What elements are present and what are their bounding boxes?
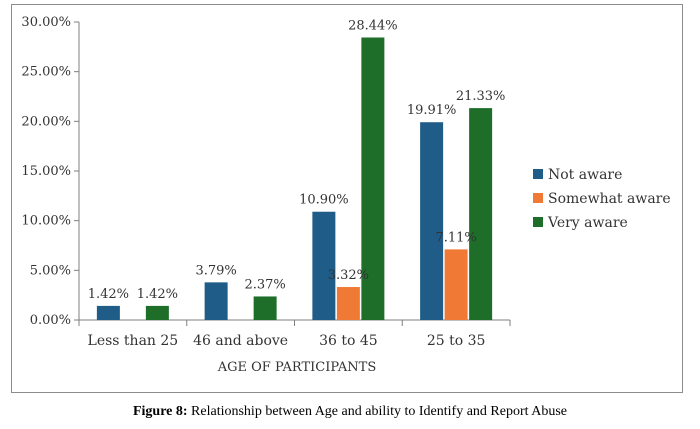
figure-caption: Figure 8: Relationship between Age and a… <box>0 404 700 420</box>
bar <box>312 211 336 320</box>
caption-label: Figure 8: <box>132 404 188 419</box>
data-label: 3.32% <box>328 268 369 283</box>
bar <box>420 122 444 321</box>
x-axis-title: AGE OF PARTICIPANTS <box>217 360 377 375</box>
bar <box>253 296 277 320</box>
data-label: 3.79% <box>195 263 236 278</box>
data-label: 1.42% <box>88 287 129 302</box>
x-category-label: 25 to 35 <box>427 333 486 349</box>
data-label: 1.42% <box>137 287 178 302</box>
legend-label: Not aware <box>548 167 622 183</box>
caption-text: Relationship between Age and ability to … <box>187 404 568 419</box>
data-label: 28.44% <box>348 18 398 33</box>
bar <box>96 305 120 320</box>
legend-label: Somewhat aware <box>548 191 671 207</box>
legend-swatch <box>533 169 543 179</box>
y-tick-label: 20.00% <box>21 114 71 129</box>
chart-frame: 0.00% 5.00% 10.00% 15.00% 20.00% 25.00% 30.00%… <box>11 4 683 393</box>
bars <box>96 37 493 321</box>
bar-chart: 0.00% 5.00% 10.00% 15.00% 20.00% 25.00% 30.00%… <box>21 15 671 375</box>
y-tick-label: 0.00% <box>30 313 71 328</box>
bar <box>469 108 493 320</box>
y-tick-label: 25.00% <box>21 65 71 80</box>
y-tick-label: 5.00% <box>30 263 71 278</box>
bar <box>444 249 468 320</box>
data-labels: 1.42% 3.79% 10.90% 19.91% 3.32% 7.11% 1.42% 2.3… <box>88 18 506 301</box>
y-tick-label: 10.00% <box>21 214 71 229</box>
y-tick-label: 15.00% <box>21 164 71 179</box>
data-label: 10.90% <box>299 193 349 208</box>
legend-swatch <box>533 193 543 203</box>
data-label: 21.33% <box>456 89 506 104</box>
y-tick-label: 30.00% <box>21 15 71 30</box>
data-label: 2.37% <box>244 277 285 292</box>
bar <box>336 287 360 320</box>
data-label: 19.91% <box>407 103 457 118</box>
x-category-label: 46 and above <box>193 333 288 349</box>
axes: 0.00% 5.00% 10.00% 15.00% 20.00% 25.00% 30.00%… <box>21 15 511 349</box>
legend-swatch <box>533 217 543 227</box>
x-category-label: Less than 25 <box>88 333 179 349</box>
bar <box>204 282 228 320</box>
legend-label: Very aware <box>547 215 628 231</box>
data-label: 7.11% <box>435 230 476 245</box>
bar <box>145 305 169 320</box>
legend: Not aware Somewhat aware Very aware <box>533 167 671 231</box>
bar <box>361 37 385 320</box>
x-category-label: 36 to 45 <box>319 333 378 349</box>
